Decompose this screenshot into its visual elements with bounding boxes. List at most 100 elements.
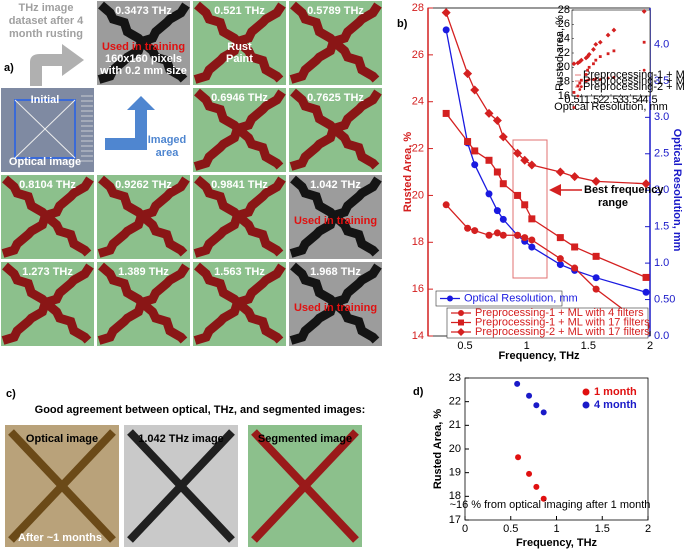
- data-point: [556, 255, 564, 263]
- y-tick-label: 23: [449, 372, 461, 384]
- tile-label: 0.9841 THz: [211, 179, 268, 191]
- legend-label: 4 month: [594, 399, 637, 411]
- inset-point: [583, 55, 589, 61]
- data-point: [471, 227, 479, 235]
- y2-tick-label: 3.0: [654, 111, 669, 123]
- data-point: [528, 236, 536, 244]
- legend-marker: [447, 295, 453, 302]
- scratch: [14, 99, 76, 159]
- y-tick-label: 20: [412, 189, 424, 201]
- x-tick-label: 0: [462, 523, 468, 535]
- data-point: [571, 243, 579, 251]
- legend-label: 1 month: [594, 386, 637, 398]
- inset-x-label: Optical Resolution, mm: [554, 101, 668, 113]
- inset-point: [576, 94, 580, 98]
- y-tick-label: 16: [412, 283, 424, 295]
- imaged-area-box: [14, 99, 76, 159]
- photo-label: Segmented image: [258, 433, 352, 445]
- cross: [8, 429, 116, 543]
- cross: [127, 429, 235, 543]
- data-point: [528, 215, 536, 223]
- rust-cross: [289, 89, 382, 171]
- rust-cross: [97, 2, 190, 84]
- inset-point: [578, 81, 582, 85]
- data-point: [540, 495, 547, 502]
- inset-point: [598, 78, 602, 81]
- data-point: [499, 180, 507, 188]
- inset-y-tick-label: 26: [558, 18, 570, 30]
- y-tick-label: 14: [412, 330, 424, 342]
- tile-note: Rust: [227, 41, 252, 53]
- y-tick-label: 18: [449, 490, 461, 502]
- y2-tick-label: 0.0: [654, 330, 669, 342]
- photo-label: 1.042 THz image: [138, 433, 224, 445]
- x-tick-label: 1: [553, 523, 559, 535]
- rust-cross: [289, 2, 382, 84]
- legend-box: [435, 290, 563, 307]
- cross: [251, 429, 359, 543]
- data-point: [540, 409, 547, 416]
- inset-point: [584, 79, 588, 83]
- imaged-area-text: area: [156, 147, 180, 159]
- annotation: ~16 % from optical imaging after 1 month: [450, 499, 651, 511]
- tile-note: with 0.2 mm size: [99, 65, 187, 77]
- data-point: [442, 201, 450, 209]
- data-point: [492, 115, 502, 125]
- data-point: [520, 155, 530, 165]
- legend-marker: [582, 401, 590, 409]
- data-point: [515, 454, 522, 461]
- x-tick-label: 2: [647, 340, 653, 352]
- inset-point: [605, 32, 611, 38]
- legend-marker: [457, 328, 465, 336]
- optical-top: Initial: [31, 94, 60, 106]
- y-tick-label: 26: [412, 49, 424, 61]
- x-tick-label: 1.5: [595, 523, 610, 535]
- x-tick-label: 0.5: [503, 523, 518, 535]
- inset-legend-label: Preprocessing-1 + ML with 17 filters: [583, 75, 685, 87]
- rust-cross: [193, 263, 286, 345]
- inset-y-tick-label: 22: [558, 47, 570, 59]
- rust-cross: [1, 263, 94, 345]
- x-tick-label: 2: [645, 523, 651, 535]
- inset-point: [612, 49, 616, 53]
- photo-note: After ~1 months: [18, 532, 102, 544]
- legend-label: Preprocessing-1 + ML with 17 filters: [475, 316, 650, 328]
- inset-point: [641, 9, 647, 14]
- tile-label: 1.563 THz: [214, 266, 265, 278]
- y2-axis-label: Optical Resolution, mm: [671, 129, 683, 252]
- inset-point: [584, 73, 588, 76]
- inset-legend-label: Preprocessing-1 + ML with 4 filters: [583, 69, 685, 81]
- y2-tick-label: 2.5: [654, 148, 669, 160]
- legend-marker: [458, 319, 464, 326]
- arrow: [105, 96, 155, 150]
- y2-tick-label: 1.5: [654, 221, 669, 233]
- panel-label: b): [397, 18, 408, 30]
- legend-label: Optical Resolution, mm: [464, 292, 578, 304]
- data-point: [514, 191, 522, 199]
- inset-x-tick-label: 4.5: [642, 94, 657, 106]
- rust-cross: [289, 176, 382, 258]
- data-point: [464, 224, 472, 232]
- y2-tick-label: 2.0: [654, 184, 669, 196]
- inset-point: [578, 88, 582, 91]
- data-point: [555, 167, 565, 177]
- rust-cross: [1, 176, 94, 258]
- data-point: [571, 264, 579, 272]
- y-tick-label: 22: [449, 396, 461, 408]
- panel-label: a): [4, 62, 14, 74]
- inset-point: [575, 60, 581, 66]
- rust-cross: [193, 176, 286, 258]
- legend-label: Preprocessing-1 + ML with 4 filters: [475, 307, 644, 319]
- inset-y-tick-label: 18: [558, 76, 570, 88]
- data-point: [498, 132, 508, 142]
- data-point: [493, 229, 501, 237]
- inset-point: [598, 55, 602, 58]
- data-point: [592, 285, 600, 293]
- data-point: [514, 380, 521, 387]
- inset-x-tick-label: 1: [579, 94, 585, 106]
- data-point: [441, 8, 451, 18]
- data-point: [493, 207, 501, 215]
- data-point: [592, 274, 600, 282]
- tile-label: 0.7625 THz: [307, 92, 364, 104]
